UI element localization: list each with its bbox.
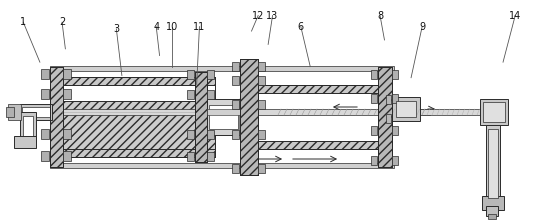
Text: 1: 1 — [20, 17, 27, 27]
Bar — [258, 62, 265, 71]
Bar — [8, 104, 21, 120]
Bar — [240, 59, 258, 175]
Bar — [232, 62, 239, 71]
Bar — [41, 151, 49, 161]
Text: 9: 9 — [419, 22, 425, 32]
Bar — [195, 72, 207, 162]
Bar — [6, 107, 14, 117]
Bar — [62, 85, 215, 149]
Bar — [207, 152, 214, 161]
Bar — [392, 126, 398, 135]
Bar — [392, 109, 490, 115]
Bar — [258, 85, 380, 93]
Bar — [371, 70, 377, 79]
Bar — [488, 214, 496, 219]
Bar — [207, 99, 240, 135]
Bar — [14, 136, 36, 148]
Bar — [63, 69, 71, 79]
Bar — [187, 130, 194, 139]
Bar — [63, 129, 71, 139]
Bar — [392, 97, 420, 121]
Bar — [392, 70, 398, 79]
Bar — [63, 89, 71, 99]
Bar — [240, 59, 258, 175]
Bar — [258, 109, 430, 115]
Bar — [195, 72, 207, 162]
Bar — [50, 66, 394, 71]
Bar — [187, 70, 194, 79]
Text: 2: 2 — [59, 17, 65, 27]
Bar — [62, 77, 215, 85]
Bar — [50, 163, 394, 168]
Bar — [486, 206, 498, 216]
Polygon shape — [240, 99, 255, 135]
Bar — [187, 90, 194, 99]
Bar — [258, 76, 265, 85]
Bar — [386, 114, 391, 123]
Bar — [207, 109, 240, 115]
Bar — [41, 129, 49, 139]
Bar — [378, 67, 392, 167]
Bar — [207, 90, 214, 99]
Bar — [62, 101, 215, 157]
Bar — [50, 67, 63, 167]
Bar — [41, 89, 49, 99]
Bar — [23, 116, 33, 140]
Bar — [258, 130, 265, 139]
Text: 10: 10 — [166, 22, 178, 32]
Bar — [62, 77, 215, 85]
Bar — [258, 164, 265, 173]
Bar — [232, 130, 239, 139]
Text: 14: 14 — [509, 10, 521, 21]
Bar — [232, 164, 239, 173]
Bar — [488, 129, 498, 198]
Bar — [209, 105, 238, 129]
Bar — [63, 151, 71, 161]
Text: 3: 3 — [113, 24, 120, 34]
Bar — [207, 70, 214, 79]
Bar — [258, 100, 265, 109]
Bar — [258, 93, 380, 141]
Bar — [392, 94, 398, 103]
Text: 6: 6 — [297, 22, 304, 32]
Bar — [396, 101, 416, 117]
Text: 4: 4 — [153, 22, 160, 32]
Bar — [480, 99, 508, 125]
Bar — [386, 95, 391, 104]
Bar — [20, 112, 36, 142]
Bar — [41, 69, 49, 79]
Bar — [62, 109, 212, 115]
Text: 8: 8 — [377, 10, 383, 21]
Bar — [486, 125, 500, 202]
Bar — [371, 94, 377, 103]
Bar — [187, 152, 194, 161]
Bar — [378, 67, 392, 167]
Text: 12: 12 — [252, 10, 264, 21]
Bar — [20, 104, 52, 120]
Bar — [482, 196, 504, 210]
Bar — [62, 149, 215, 157]
Bar — [50, 67, 63, 167]
Bar — [232, 76, 239, 85]
Bar — [371, 126, 377, 135]
Bar — [392, 156, 398, 165]
Text: 11: 11 — [193, 22, 206, 32]
Bar — [258, 141, 380, 149]
Bar — [483, 102, 505, 122]
Bar — [207, 130, 214, 139]
Bar — [22, 107, 50, 117]
Bar — [232, 100, 239, 109]
Text: 13: 13 — [266, 10, 279, 21]
Bar — [371, 156, 377, 165]
